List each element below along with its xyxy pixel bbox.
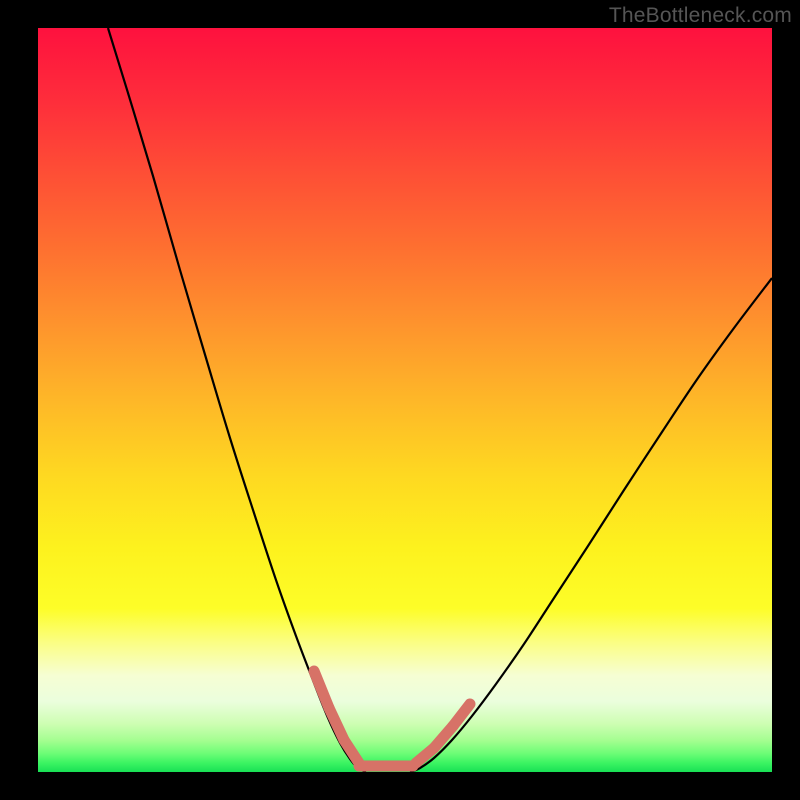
plot-area [38,28,772,772]
right-curve [410,278,772,772]
chart-container: TheBottleneck.com [0,0,800,800]
watermark-text: TheBottleneck.com [609,4,792,28]
curves-layer [38,28,772,772]
bottom-markers [314,671,470,766]
left-curve [108,28,366,772]
marker-segment [314,671,329,708]
marker-segment [344,740,359,763]
